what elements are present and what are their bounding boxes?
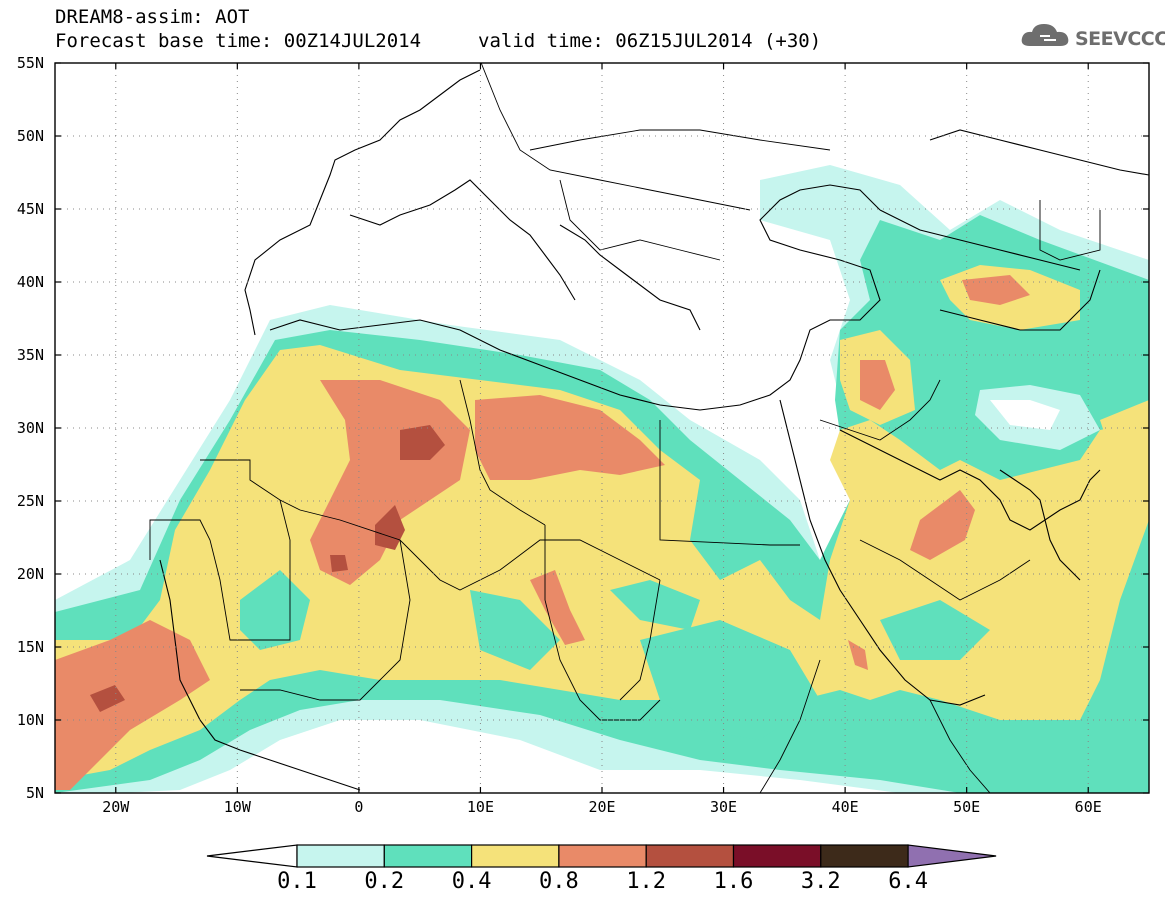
colorbar-swatch — [471, 844, 560, 868]
seevccc-logo: SEEVCCC — [1075, 28, 1165, 50]
contour-0.2-island — [240, 570, 310, 650]
contour-0.2-island — [880, 600, 990, 660]
colorbar-label: 1.2 — [626, 869, 667, 894]
contour-0.2-island — [470, 590, 560, 670]
lon-label: 60E — [1074, 798, 1102, 816]
lon-label: 30E — [710, 798, 738, 816]
lon-label: 50E — [953, 798, 981, 816]
contour-0.8 — [530, 570, 585, 645]
colorbar-swatch — [558, 844, 647, 868]
lat-label: 20N — [16, 565, 44, 583]
page-title: DREAM8-assim: AOT — [55, 6, 250, 28]
contour-0.4-patch — [1100, 400, 1149, 480]
colorbar-label: 0.8 — [539, 869, 579, 894]
contour-0.4 — [55, 345, 1149, 780]
lon-label: 20E — [588, 798, 616, 816]
contour-0.8 — [475, 395, 665, 480]
lon-label: 0 — [354, 798, 364, 816]
forecast-base-time: Forecast base time: 00Z14JUL2014 — [55, 30, 422, 52]
colorbar-swatch — [383, 844, 473, 868]
colorbar-swatch — [296, 844, 385, 868]
contour-1.2 — [400, 425, 445, 460]
aot-contours — [55, 165, 1149, 793]
lon-label: 40E — [831, 798, 859, 816]
contour-1.2 — [90, 685, 125, 712]
lon-label: 10E — [466, 798, 494, 816]
lat-label: 30N — [16, 419, 44, 437]
lat-label: 50N — [16, 127, 44, 145]
contour-0.8 — [55, 620, 210, 790]
colorbar-swatch — [732, 844, 822, 868]
valid-time: valid time: 06Z15JUL2014 (+30) — [478, 30, 822, 52]
contour-0.8 — [860, 360, 895, 410]
axis-ticks — [55, 62, 1149, 794]
contour-1.2 — [330, 555, 348, 572]
contour-low-area — [990, 400, 1060, 430]
colorbar-label: 3.2 — [800, 869, 841, 894]
colorbar-low-arrow — [206, 844, 298, 868]
lon-label: 20W — [102, 798, 130, 816]
colorbar-high-arrow — [907, 844, 997, 868]
lat-label: 15N — [16, 638, 44, 656]
lat-label: 40N — [16, 273, 44, 291]
lat-label: 10N — [16, 711, 44, 729]
colorbar-label: 1.6 — [713, 869, 754, 894]
colorbar-swatch — [645, 844, 735, 868]
colorbar-swatch — [820, 844, 909, 868]
contour-0.2-island — [640, 620, 820, 740]
lat-label: 35N — [16, 346, 44, 364]
colorbar-label: 0.4 — [451, 869, 492, 894]
colorbar-label: 0.2 — [364, 869, 405, 894]
lon-label: 10W — [223, 798, 251, 816]
contour-0.2-island — [610, 580, 700, 630]
lat-label: 45N — [16, 200, 44, 218]
contour-0.8 — [910, 490, 975, 560]
borders — [149, 63, 1101, 793]
lat-label: 55N — [16, 54, 44, 72]
colorbar — [206, 844, 997, 868]
colorbar-label: 0.1 — [277, 869, 317, 894]
lat-label: 25N — [16, 492, 44, 510]
cloud-icon — [1021, 24, 1069, 46]
colorbar-label: 6.4 — [888, 869, 928, 894]
lat-label: 5N — [25, 784, 44, 802]
